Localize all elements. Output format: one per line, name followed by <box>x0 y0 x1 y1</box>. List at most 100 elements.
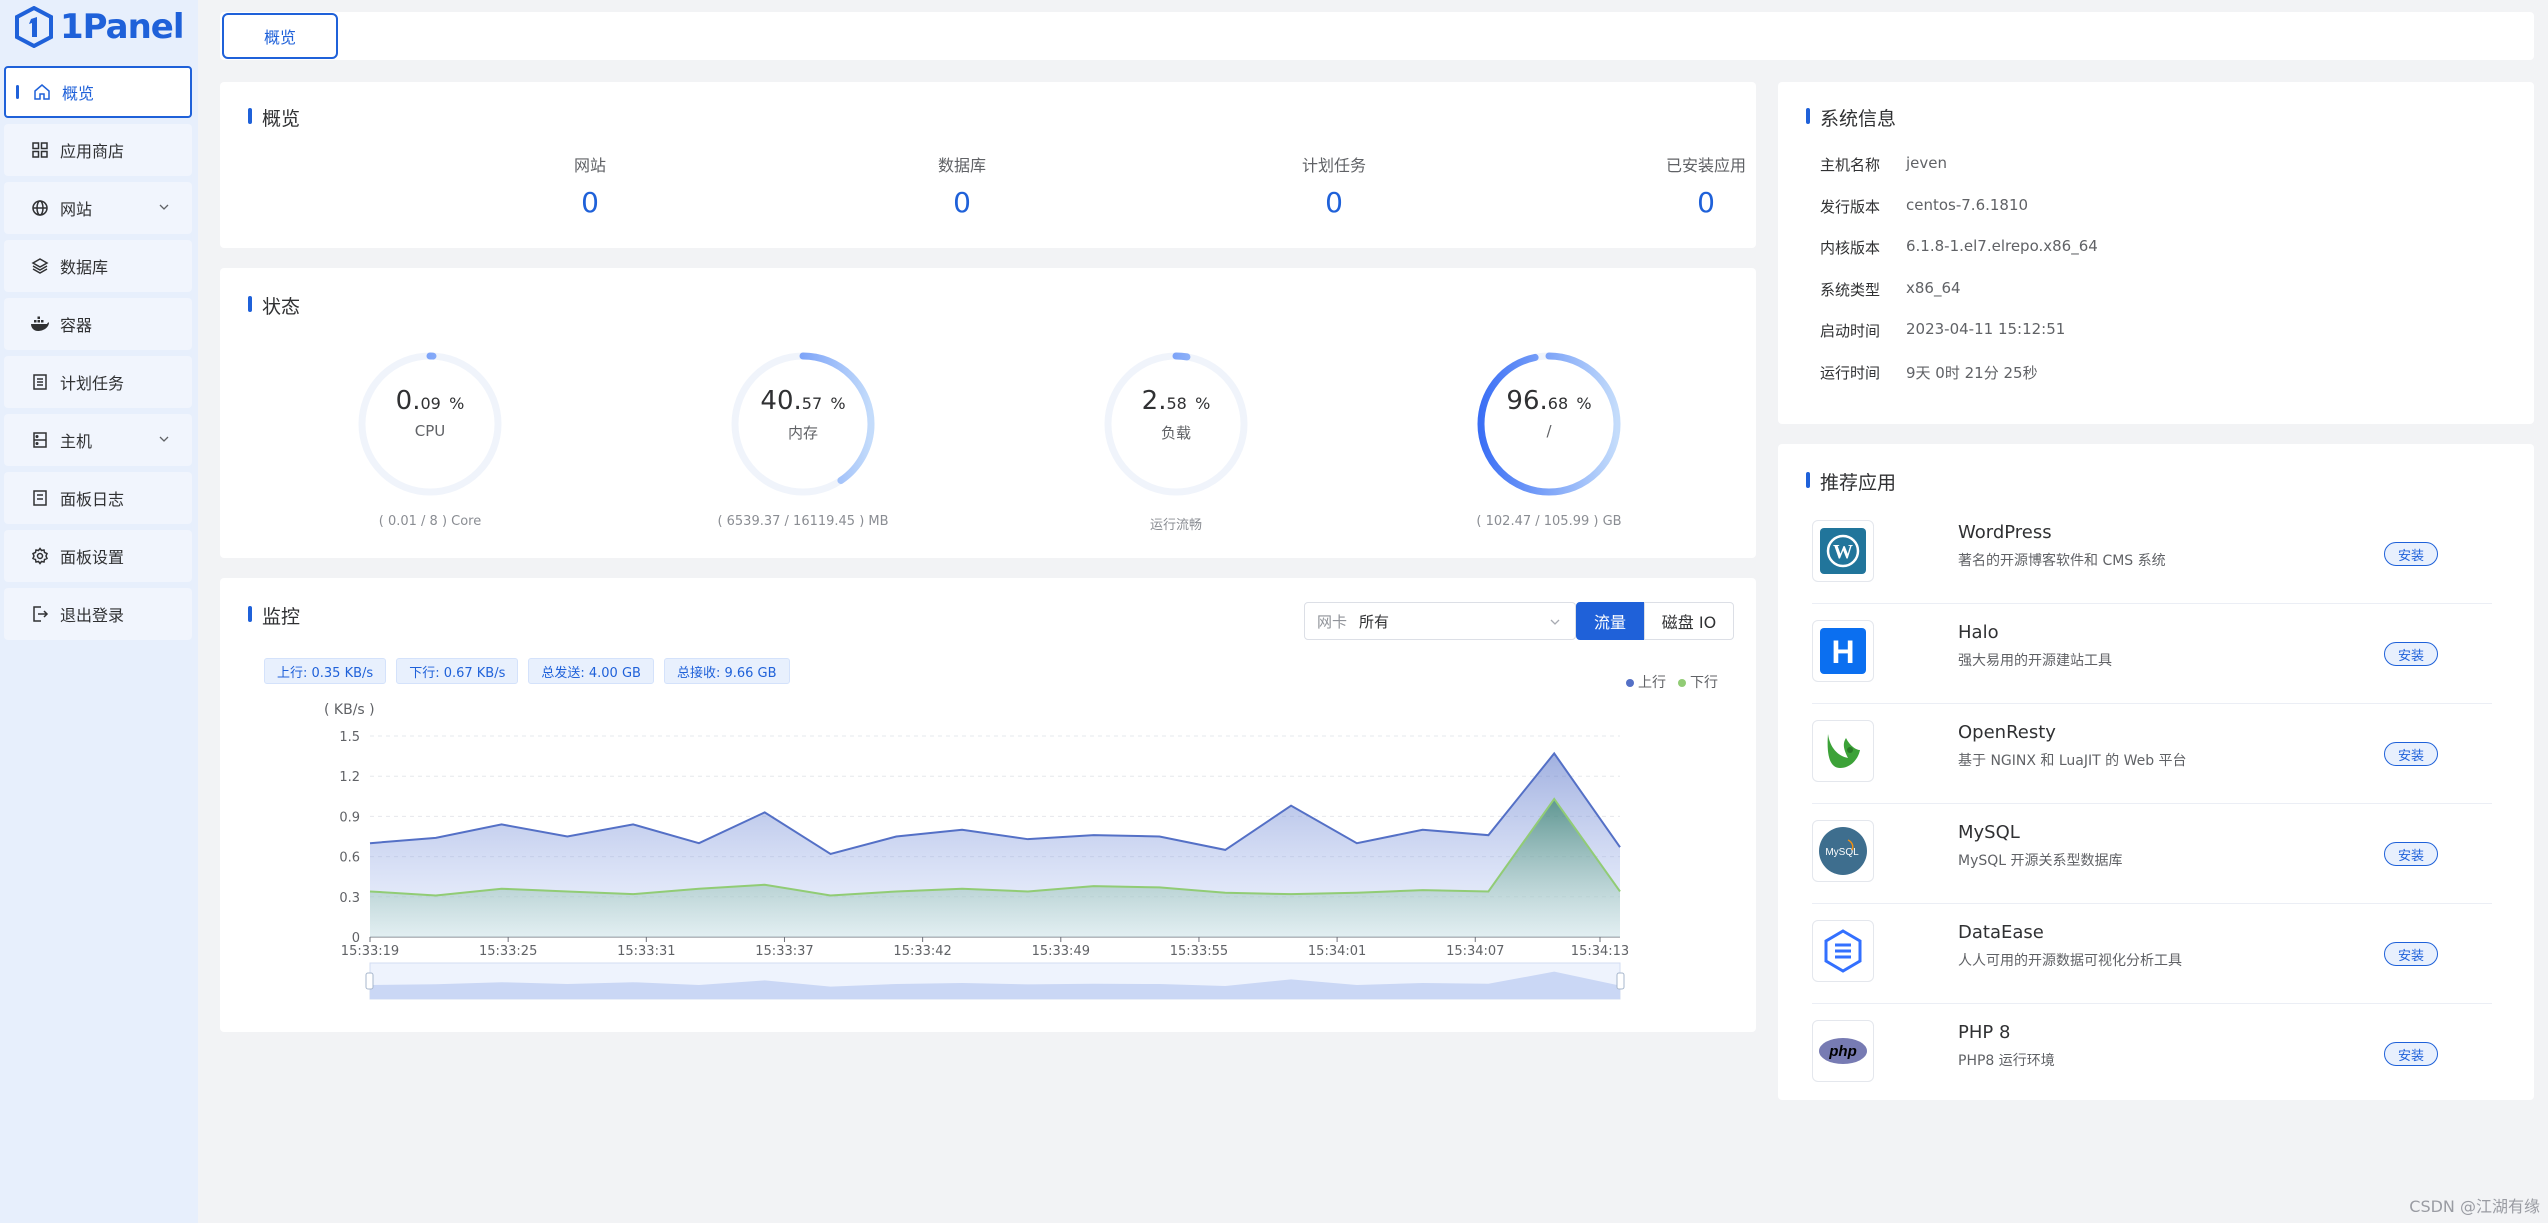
logo[interactable]: 1Panel <box>14 6 185 48</box>
status-title: 状态 <box>248 292 300 319</box>
sidebar-item-label: 容器 <box>60 316 93 335</box>
x-tick-label: 15:33:42 <box>893 944 951 959</box>
sidebar-item-app-store[interactable]: 应用商店 <box>4 124 192 176</box>
overview-value[interactable]: 0 <box>1697 186 1715 219</box>
y-tick-label: 0.6 <box>339 851 360 866</box>
wordpress-icon: W <box>1812 520 1874 582</box>
sysinfo-value: x86_64 <box>1906 279 1961 297</box>
dataease-icon <box>1812 920 1874 982</box>
overview-installed-apps[interactable]: 已安装应用 0 <box>1626 152 1786 219</box>
x-tick-label: 15:33:19 <box>341 944 399 959</box>
tab-overview[interactable]: 概览 <box>222 13 338 59</box>
zoom-handle-right[interactable] <box>1616 972 1625 990</box>
sidebar-item-container[interactable]: 容器 <box>4 298 192 350</box>
app-desc: MySQL 开源关系型数据库 <box>1958 853 2123 869</box>
sidebar-item-cron[interactable]: 计划任务 <box>4 356 192 408</box>
gauge-ring <box>1104 352 1248 496</box>
sidebar-item-logout[interactable]: 退出登录 <box>4 588 192 640</box>
app-item-php8[interactable]: php PHP 8 PHP8 运行环境 安装 <box>1812 1004 2492 1100</box>
app-name: WordPress <box>1958 522 2052 543</box>
calendar-list-icon <box>30 372 50 392</box>
sysinfo-row-uptime: 运行时间 9天 0时 21分 25秒 <box>1820 362 2038 383</box>
svg-text:php: php <box>1828 1043 1857 1060</box>
disk-io-button[interactable]: 磁盘 IO <box>1644 602 1734 640</box>
chart-unit-label: ( KB/s ) <box>324 702 375 718</box>
sidebar-item-label: 数据库 <box>60 258 109 277</box>
chart-legend: 上行 下行 <box>1626 672 1718 692</box>
install-button[interactable]: 安装 <box>2384 542 2438 566</box>
sidebar-item-label: 面板日志 <box>60 490 125 509</box>
recommended-apps-title: 推荐应用 <box>1806 468 1896 495</box>
series-area <box>370 798 1620 937</box>
memory-gauge: 40.57 % 内存 <box>723 344 883 504</box>
install-button[interactable]: 安装 <box>2384 742 2438 766</box>
sidebar-item-website[interactable]: 网站 <box>4 182 192 234</box>
series-line <box>369 797 1621 897</box>
x-tick-label: 15:34:07 <box>1446 944 1504 959</box>
app-item-halo[interactable]: H Halo 强大易用的开源建站工具 安装 <box>1812 604 2492 704</box>
sysinfo-key: 发行版本 <box>1820 198 1881 216</box>
gauge-label: 内存 <box>787 424 818 442</box>
x-tick-label: 15:33:37 <box>755 944 813 959</box>
log-icon <box>30 488 50 508</box>
app-desc: 著名的开源博客软件和 CMS 系统 <box>1958 553 2166 569</box>
recommended-apps-card: 推荐应用 W WordPress 著名的开源博客软件和 CMS 系统 安装 H … <box>1778 444 2534 1100</box>
sidebar-item-label: 应用商店 <box>60 142 125 161</box>
gear-icon <box>30 546 50 566</box>
zoom-handle-left[interactable] <box>365 972 374 990</box>
sidebar-item-database[interactable]: 数据库 <box>4 240 192 292</box>
install-button[interactable]: 安装 <box>2384 1042 2438 1066</box>
install-button[interactable]: 安装 <box>2384 642 2438 666</box>
gauge-ring <box>1477 352 1621 496</box>
traffic-button[interactable]: 流量 <box>1576 602 1644 640</box>
overview-card: 概览 网站 0 数据库 0 计划任务 0 已安装应用 0 <box>220 82 1756 248</box>
traffic-tags: 上行: 0.35 KB/s 下行: 0.67 KB/s 总发送: 4.00 GB… <box>264 658 790 684</box>
chevron-down-icon <box>159 204 169 210</box>
brand-name: 1Panel <box>60 7 185 47</box>
sidebar-item-logs[interactable]: 面板日志 <box>4 472 192 524</box>
y-tick-label: 1.2 <box>339 770 360 785</box>
sysinfo-row-release: 发行版本 centos-7.6.1810 <box>1820 196 2028 217</box>
legend-item-upload[interactable]: 上行 <box>1626 672 1666 692</box>
upload-speed-tag: 上行: 0.35 KB/s <box>264 658 387 684</box>
app-item-openresty[interactable]: OpenResty 基于 NGINX 和 LuaJIT 的 Web 平台 安装 <box>1812 704 2492 804</box>
halo-icon: H <box>1812 620 1874 682</box>
install-button[interactable]: 安装 <box>2384 942 2438 966</box>
app-name: DataEase <box>1958 922 2044 943</box>
grid-icon <box>30 140 50 160</box>
gauge-label: 负载 <box>1160 424 1191 442</box>
zoom-slider-preview <box>370 971 1620 999</box>
sidebar-item-label: 网站 <box>60 200 93 219</box>
legend-label: 下行 <box>1690 675 1718 691</box>
sysinfo-value: centos-7.6.1810 <box>1906 196 2029 214</box>
app-item-mysql[interactable]: MySQL MySQL MySQL 开源关系型数据库 安装 <box>1812 804 2492 904</box>
logout-icon <box>30 604 50 624</box>
gauge-value-dec: 57 <box>801 394 823 413</box>
overview-websites[interactable]: 网站 0 <box>510 152 670 219</box>
overview-cronjobs[interactable]: 计划任务 0 <box>1254 152 1414 219</box>
app-item-wordpress[interactable]: W WordPress 著名的开源博客软件和 CMS 系统 安装 <box>1812 504 2492 604</box>
home-icon <box>32 82 52 102</box>
nic-select-prefix: 网卡 <box>1317 612 1348 631</box>
gauge-unit: % <box>449 394 465 413</box>
x-tick-label: 15:34:01 <box>1308 944 1366 959</box>
sidebar-item-host[interactable]: 主机 <box>4 414 192 466</box>
overview-value[interactable]: 0 <box>581 186 599 219</box>
overview-value[interactable]: 0 <box>953 186 971 219</box>
gauge-value-dec: 68 <box>1547 394 1569 413</box>
app-item-dataease[interactable]: DataEase 人人可用的开源数据可视化分析工具 安装 <box>1812 904 2492 1004</box>
sidebar-menu: 概览 应用商店 网站 数据库 容器 <box>4 66 192 646</box>
overview-databases[interactable]: 数据库 0 <box>882 152 1042 219</box>
chevron-down-icon <box>1550 619 1560 625</box>
install-button[interactable]: 安装 <box>2384 842 2438 866</box>
nic-select[interactable]: 网卡 所有 <box>1304 602 1576 640</box>
sysinfo-row-hostname: 主机名称 jeven <box>1820 154 1947 175</box>
sidebar-item-settings[interactable]: 面板设置 <box>4 530 192 582</box>
gauge-unit: % <box>1195 394 1211 413</box>
sysinfo-row-kernel: 内核版本 6.1.8-1.el7.elrepo.x86_64 <box>1820 237 2098 258</box>
app-name: PHP 8 <box>1958 1022 2011 1043</box>
legend-item-download[interactable]: 下行 <box>1678 672 1718 692</box>
sidebar-item-overview[interactable]: 概览 <box>4 66 192 118</box>
overview-value[interactable]: 0 <box>1325 186 1343 219</box>
gauge-value-dec: 58 <box>1166 394 1187 413</box>
